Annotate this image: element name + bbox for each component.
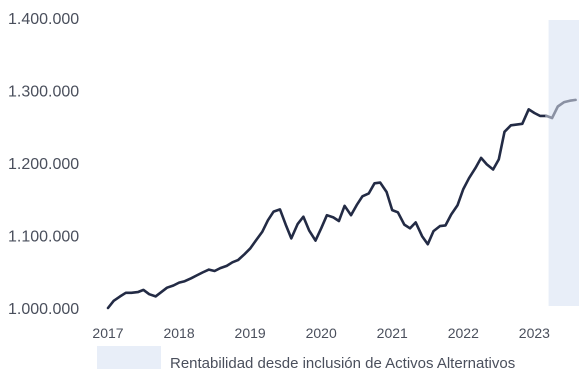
y-tick-label: 1.100.000 [8,229,79,246]
series-line-highlighted [545,98,577,120]
x-tick-label: 2017 [92,325,123,341]
legend: Rentabilidad desde inclusión de Activos … [97,346,515,369]
legend-swatch [97,346,161,369]
y-tick-label: 1.300.000 [8,84,79,101]
x-tick-label: 2021 [377,325,408,341]
x-tick-label: 2022 [448,325,479,341]
series-lines [106,98,577,310]
y-tick-label: 1.200.000 [8,156,79,173]
x-tick-label: 2018 [163,325,194,341]
shaded-region [548,20,579,306]
x-axis: 2017 2018 2019 2020 2021 2022 2023 [92,325,550,341]
x-tick-label: 2023 [519,325,550,341]
series-line-main [106,108,548,310]
legend-label: Rentabilidad desde inclusión de Activos … [170,355,515,369]
x-tick-label: 2019 [235,325,266,341]
highlight-region [548,20,579,306]
y-tick-label: 1.000.000 [8,301,79,318]
y-axis: 1.000.000 1.100.000 1.200.000 1.300.000 1.40… [8,11,79,318]
y-tick-label: 1.400.000 [8,11,79,28]
x-tick-label: 2020 [306,325,337,341]
